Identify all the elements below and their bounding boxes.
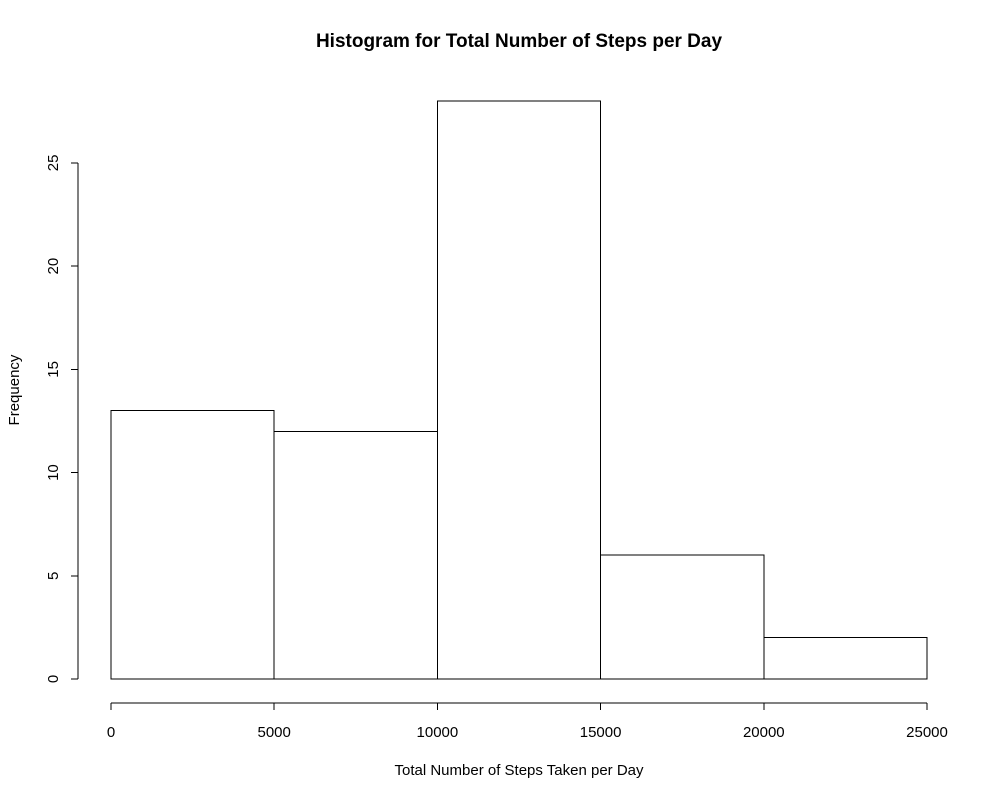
x-tick-label-4: 20000 — [743, 724, 785, 741]
y-tick-label-0: 0 — [45, 675, 62, 683]
x-axis: 0 5000 10000 15000 20000 25000 — [107, 702, 948, 741]
y-tick-label-1: 5 — [45, 572, 62, 580]
y-tick-label-3: 15 — [45, 361, 62, 378]
y-axis: 0 5 10 15 20 25 — [45, 155, 79, 683]
histogram-bar-1 — [273, 430, 438, 680]
y-tick-label-4: 20 — [45, 258, 62, 275]
y-axis-label: Frequency — [6, 354, 23, 425]
x-tick-label-2: 10000 — [417, 724, 459, 741]
bars-layer — [110, 100, 928, 680]
histogram-bar-3 — [600, 554, 765, 680]
x-axis-label: Total Number of Steps Taken per Day — [394, 762, 644, 779]
x-tick-label-0: 0 — [107, 724, 115, 741]
histogram-bar-2 — [436, 100, 602, 680]
y-tick-label-5: 25 — [45, 155, 62, 172]
y-tick-label-2: 10 — [45, 464, 62, 481]
x-tick-label-1: 5000 — [258, 724, 291, 741]
chart-title: Histogram for Total Number of Steps per … — [316, 31, 723, 52]
histogram-bar-4 — [763, 637, 928, 680]
x-tick-label-3: 15000 — [580, 724, 622, 741]
x-tick-label-5: 25000 — [906, 724, 948, 741]
histogram-bar-0 — [110, 410, 275, 680]
